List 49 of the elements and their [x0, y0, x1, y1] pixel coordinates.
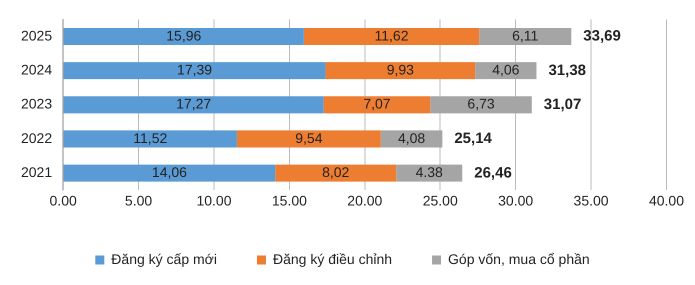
x-tick-label: 25.00: [422, 192, 458, 208]
y-tick-label: 2022: [20, 130, 52, 146]
y-tick-label: 2021: [20, 164, 52, 180]
x-tick-label: 20.00: [347, 192, 383, 208]
bar: [64, 96, 324, 114]
data-label: 8,02: [322, 164, 350, 180]
bar: [304, 28, 480, 46]
bar: [64, 130, 237, 148]
bar: [64, 28, 304, 46]
total-label: 31,07: [544, 96, 582, 113]
data-label: 7,07: [363, 96, 391, 112]
data-label: 4,08: [398, 130, 426, 146]
bar: [325, 62, 476, 80]
data-label: 15,96: [166, 27, 202, 44]
data-label: 17,39: [177, 62, 212, 78]
y-tick-label: 2023: [20, 96, 52, 112]
x-tick-label: 35.00: [574, 192, 609, 208]
legend-label: Góp vốn, mua cổ phần: [448, 250, 590, 267]
total-label: 33,69: [583, 28, 621, 45]
data-label: 11,62: [374, 27, 409, 44]
bar: [236, 130, 381, 148]
bar: [430, 96, 532, 114]
x-tick-label: 0.00: [50, 192, 77, 208]
x-tick-label: 5.00: [124, 192, 152, 208]
x-tick-label: 30.00: [498, 192, 534, 208]
legend-label: Đăng ký cấp mới: [111, 250, 217, 267]
data-label: 6,73: [467, 96, 495, 112]
x-tick-label: 40.00: [648, 192, 684, 208]
data-label: 17,27: [176, 96, 212, 112]
total-label: 31,38: [548, 62, 586, 79]
bar: [324, 96, 430, 114]
bar: [479, 28, 572, 46]
x-tick-label: 15.00: [272, 192, 308, 208]
data-label: 4.38: [416, 164, 444, 180]
bar: [64, 164, 276, 182]
bar: [275, 164, 396, 182]
legend-label: Đăng ký điều chỉnh: [272, 250, 392, 267]
total-label: 25,14: [454, 130, 493, 148]
y-tick-label: 2025: [20, 27, 52, 44]
data-label: 11,52: [133, 130, 168, 146]
x-tick-label: 10.00: [196, 192, 232, 208]
data-label: 6,11: [512, 27, 539, 44]
data-label: 9,54: [295, 130, 323, 146]
data-label: 9,93: [386, 62, 414, 78]
y-tick-label: 2024: [20, 62, 52, 78]
data-label: 14,06: [152, 164, 188, 180]
total-label: 26,46: [474, 164, 512, 182]
data-label: 4,06: [492, 62, 520, 78]
bar: [64, 62, 326, 80]
